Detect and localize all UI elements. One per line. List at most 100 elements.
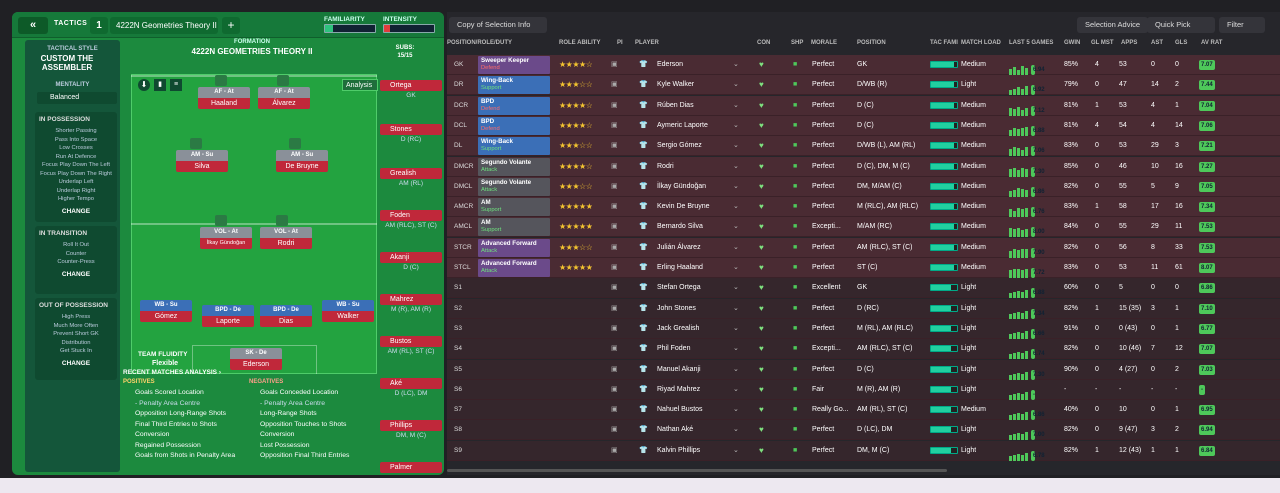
player-token-alvarez[interactable]: AF - At Álvarez	[258, 87, 310, 109]
player-name[interactable]: Nathan Aké	[657, 426, 694, 434]
chevron-down-icon[interactable]: ⌄	[733, 345, 739, 353]
in-possession-change-button[interactable]: CHANGE	[61, 207, 91, 215]
player-name[interactable]: Sergio Gómez	[657, 142, 702, 150]
player-name[interactable]: Manuel Akanji	[657, 365, 701, 373]
col-header-role-ability[interactable]: ROLE ABILITY	[559, 40, 601, 46]
player-name[interactable]: Bernardo Silva	[657, 223, 703, 231]
chevron-down-icon[interactable]: ⌄	[733, 284, 739, 292]
player-token-silva[interactable]: AM - Su Silva	[176, 150, 228, 172]
role-duty-select[interactable]: Advanced Forward Attack	[478, 259, 550, 277]
pi-icon[interactable]: ▣	[611, 365, 618, 373]
sub-player[interactable]: Aké D (LC), DM	[380, 378, 442, 397]
role-duty-select[interactable]: BPD Defend	[478, 116, 550, 135]
chevron-down-icon[interactable]: ⌄	[733, 304, 739, 312]
pi-icon[interactable]: ▣	[611, 142, 618, 150]
chevron-down-icon[interactable]: ⌄	[733, 142, 739, 150]
player-row[interactable]: S1 ▣ 👕 Stefan Ortega ⌄ ♥ ■ Excellent GK Light 6.8…	[447, 278, 1280, 299]
col-header-player[interactable]: PLAYER	[635, 40, 659, 46]
pi-icon[interactable]: ▣	[611, 162, 618, 170]
player-row[interactable]: DL Wing-Back Support ★★★☆☆ ▣ 👕 Sergio Gómez ⌄ ♥ ■…	[447, 136, 1280, 157]
player-row[interactable]: S9 ▣ 👕 Kalvin Phillips ⌄ ♥ ■ Perfect DM, M (C) Li…	[447, 440, 1280, 461]
filter-button[interactable]: Filter	[1219, 17, 1265, 33]
player-row[interactable]: AMCL AM Support ★★★★★ ▣ 👕 Bernardo Silva ⌄ ♥ ■ Exc…	[447, 217, 1280, 238]
player-row[interactable]: STCR Advanced Forward Attack ★★★☆☆ ▣ 👕 Julián …	[447, 237, 1280, 258]
chevron-down-icon[interactable]: ⌄	[733, 61, 739, 68]
role-duty-select[interactable]: Segundo Volante Attack	[478, 157, 550, 176]
pi-icon[interactable]: ▣	[611, 243, 618, 251]
horizontal-scrollbar[interactable]	[447, 469, 947, 472]
player-row[interactable]: S6 ▣ 👕 Riyad Mahrez ⌄ ♥ ■ Fair M (R), AM (R) Ligh…	[447, 379, 1280, 400]
col-header-position2[interactable]: POSITION	[857, 40, 886, 46]
player-name[interactable]: Rodri	[657, 162, 674, 170]
player-token-laporte[interactable]: BPD - De Laporte	[202, 305, 254, 327]
chevron-down-icon[interactable]: ⌄	[733, 406, 739, 414]
pi-icon[interactable]: ▣	[611, 264, 618, 271]
player-name[interactable]: Rúben Dias	[657, 101, 694, 109]
col-header-last5[interactable]: LAST 5 GAMES	[1009, 40, 1054, 46]
chevron-down-icon[interactable]: ⌄	[733, 101, 739, 109]
notes-icon[interactable]: ≡	[170, 79, 182, 91]
role-duty-select[interactable]: Segundo Volante Attack	[478, 177, 550, 196]
chevron-down-icon[interactable]: ⌄	[733, 264, 739, 271]
quick-pick-button[interactable]: Quick Pick	[1147, 17, 1215, 33]
player-token-gundogan[interactable]: VOL - At İlkay Gündoğan	[200, 227, 252, 249]
chevron-down-icon[interactable]: ⌄	[733, 223, 739, 231]
pi-icon[interactable]: ▣	[611, 345, 618, 353]
pi-icon[interactable]: ▣	[611, 446, 618, 454]
sub-player[interactable]: Grealish AM (RL)	[380, 168, 442, 187]
tactic-select[interactable]: 4222N Geometries Theory II	[110, 17, 218, 34]
sub-player[interactable]: Phillips DM, M (C)	[380, 420, 442, 439]
player-row[interactable]: S7 ▣ 👕 Nahuel Bustos ⌄ ♥ ■ Really Go... AM (RL),…	[447, 400, 1280, 421]
pi-icon[interactable]: ▣	[611, 101, 618, 109]
pi-icon[interactable]: ▣	[611, 385, 618, 393]
sub-player[interactable]: Bustos AM (RL), ST (C)	[380, 336, 442, 355]
chevron-down-icon[interactable]: ⌄	[733, 203, 739, 211]
player-row[interactable]: DR Wing-Back Support ★★★☆☆ ▣ 👕 Kyle Walker ⌄ ♥ ■ P…	[447, 75, 1280, 96]
player-name[interactable]: Riyad Mahrez	[657, 385, 701, 393]
player-name[interactable]: Kevin De Bruyne	[657, 203, 710, 211]
sub-player[interactable]: Palmer	[380, 462, 442, 473]
stats-icon[interactable]: ▮	[154, 79, 166, 91]
col-header-glmst[interactable]: GL MST	[1091, 40, 1114, 46]
pi-icon[interactable]: ▣	[611, 121, 618, 129]
player-token-walker[interactable]: WB - Su Walker	[322, 300, 374, 322]
pi-icon[interactable]: ▣	[611, 304, 618, 312]
player-token-dias[interactable]: BPD - De Dias	[260, 305, 312, 327]
recent-matches-link[interactable]: RECENT MATCHES ANALYSIS ›	[123, 369, 221, 376]
player-row[interactable]: STCL Advanced Forward Attack ★★★★★ ▣ 👕 Erling …	[447, 258, 1280, 278]
out-of-possession-change-button[interactable]: CHANGE	[61, 359, 91, 367]
player-row[interactable]: AMCR AM Support ★★★★★ ▣ 👕 Kevin De Bruyne ⌄ ♥ ■ Pe…	[447, 197, 1280, 218]
pi-icon[interactable]: ▣	[611, 182, 618, 190]
sub-player[interactable]: Ortega GK	[380, 80, 442, 99]
chevron-down-icon[interactable]: ⌄	[733, 385, 739, 393]
role-duty-select[interactable]: AM Support	[478, 198, 550, 217]
player-token-debruyne[interactable]: AM - Su De Bruyne	[276, 150, 328, 172]
pi-icon[interactable]: ▣	[611, 324, 618, 332]
player-name[interactable]: Phil Foden	[657, 345, 691, 353]
player-row[interactable]: S8 ▣ 👕 Nathan Aké ⌄ ♥ ■ Perfect D (LC), DM Light …	[447, 420, 1280, 441]
pi-icon[interactable]: ▣	[611, 223, 618, 231]
tactic-slot-number[interactable]: 1	[90, 17, 108, 34]
tactical-style-value[interactable]: CUSTOM THE ASSEMBLER	[40, 54, 94, 72]
player-row[interactable]: GK Sweeper Keeper Defend ★★★★☆ ▣ 👕 Ederson ⌄ ♥ ■ P…	[447, 55, 1280, 75]
player-row[interactable]: S3 ▣ 👕 Jack Grealish ⌄ ♥ ■ Perfect M (RL), AM (R…	[447, 318, 1280, 339]
col-header-gls[interactable]: GLS	[1175, 40, 1188, 46]
player-row[interactable]: DCR BPD Defend ★★★★☆ ▣ 👕 Rúben Dias ⌄ ♥ ■ Perfect D…	[447, 95, 1280, 116]
player-name[interactable]: Stefan Ortega	[657, 284, 701, 292]
formation-select[interactable]: 4222N GEOMETRIES THEORY II	[191, 47, 313, 56]
role-duty-select[interactable]: Wing-Back Support	[478, 76, 550, 95]
analysis-button[interactable]: Analysis	[342, 79, 378, 91]
role-duty-select[interactable]: Sweeper Keeper Defend	[478, 56, 550, 74]
player-row[interactable]: DMCL Segundo Volante Attack ★★★☆☆ ▣ 👕 İlkay Gü…	[447, 176, 1280, 197]
copy-selection-info-select[interactable]: Copy of Selection Info	[449, 17, 547, 33]
col-header-apps[interactable]: APPS	[1121, 40, 1138, 46]
mentality-select[interactable]: Balanced	[37, 92, 117, 104]
chevron-down-icon[interactable]: ⌄	[733, 324, 739, 332]
pi-icon[interactable]: ▣	[611, 203, 618, 211]
in-transition-change-button[interactable]: CHANGE	[61, 270, 91, 278]
add-tactic-button[interactable]: +	[222, 17, 240, 34]
player-name[interactable]: Erling Haaland	[657, 264, 703, 271]
chevron-down-icon[interactable]: ⌄	[733, 182, 739, 190]
col-header-con[interactable]: CON	[757, 40, 771, 46]
col-header-gwin[interactable]: GWIN	[1064, 40, 1081, 46]
